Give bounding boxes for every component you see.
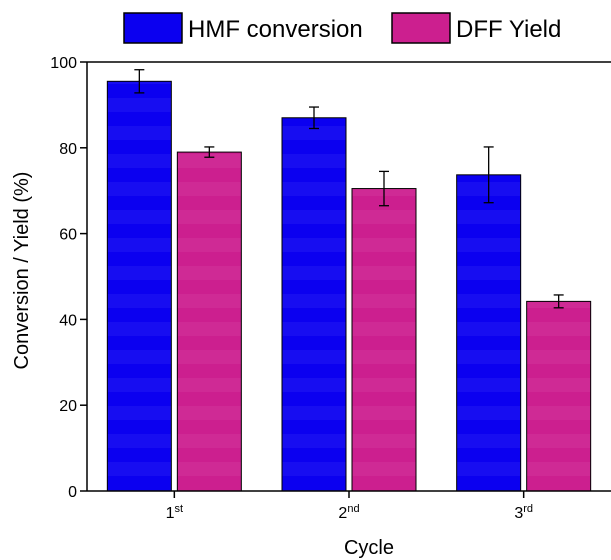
legend-swatch-hmf-conversion [123, 12, 183, 44]
error-bar [204, 146, 215, 158]
bar-dff-yield [526, 300, 592, 492]
legend-label-hmf-conversion: HMF conversion [188, 16, 363, 43]
x-axis-title: Cycle [344, 537, 394, 559]
y-axis-ticks: 0 20 40 60 80 100 [50, 55, 87, 501]
error-bar [134, 69, 145, 94]
error-bar [379, 170, 389, 207]
y-axis-title: Conversion / Yield (%) [11, 172, 33, 370]
x-tick-label: 1st [166, 503, 183, 522]
legend-label-dff-yield: DFF Yield [456, 16, 561, 43]
legend: HMF conversion DFF Yield [123, 12, 561, 44]
y-tick-label: 60 [59, 227, 77, 244]
y-tick-label: 100 [50, 55, 77, 72]
y-tick-label: 20 [59, 398, 77, 415]
bar-hmf-conversion [106, 80, 172, 492]
y-tick-label: 40 [59, 312, 77, 329]
error-bar [483, 146, 494, 204]
y-tick-label: 0 [68, 484, 77, 501]
x-tick-label: 2nd [338, 503, 359, 522]
error-bar [553, 294, 564, 309]
error-bar [309, 106, 319, 130]
legend-swatch-dff-yield [391, 12, 451, 44]
bar-hmf-conversion [456, 174, 522, 492]
bar-dff-yield [351, 188, 417, 492]
x-tick-label: 3rd [514, 503, 533, 522]
bar-hmf-conversion [281, 117, 347, 492]
bar-dff-yield [176, 151, 242, 492]
y-tick-label: 80 [59, 141, 77, 158]
